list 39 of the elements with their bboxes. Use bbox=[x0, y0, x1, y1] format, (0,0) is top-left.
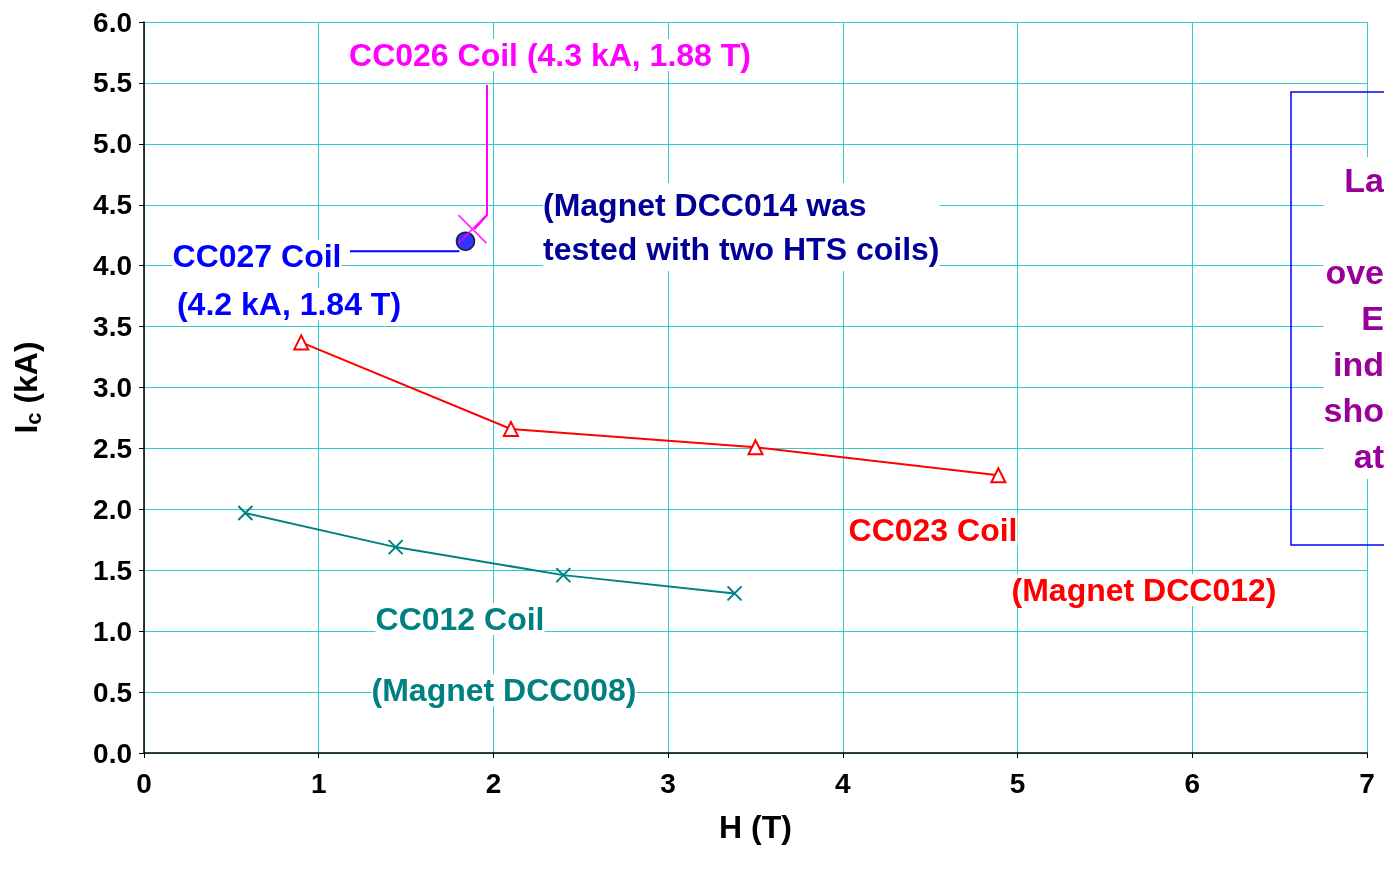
x-axis-title: H (T) bbox=[719, 809, 792, 845]
y-tick-label: 2.0 bbox=[93, 493, 132, 525]
y-axis-title: Ic (kA) bbox=[8, 341, 46, 434]
point bbox=[502, 420, 519, 437]
point bbox=[455, 231, 476, 252]
y-tick-label: 5.0 bbox=[93, 128, 132, 160]
y-tick-label: 1.5 bbox=[93, 554, 132, 586]
x-tick-label: 3 bbox=[660, 767, 676, 799]
y-tick-label: 4.0 bbox=[93, 250, 132, 282]
y-tick-label: 2.5 bbox=[93, 432, 132, 464]
point bbox=[457, 214, 488, 245]
y-tick-label: 3.5 bbox=[93, 311, 132, 343]
point bbox=[726, 585, 743, 602]
x-tick-label: 7 bbox=[1359, 767, 1375, 799]
x-tick-label: 1 bbox=[310, 767, 327, 799]
x-tick-label: 2 bbox=[485, 767, 502, 799]
point bbox=[387, 539, 404, 556]
y-tick-label: 4.5 bbox=[93, 189, 132, 221]
point bbox=[237, 504, 254, 521]
point bbox=[555, 567, 572, 584]
point bbox=[990, 467, 1007, 484]
series-label: CC027 Coil (4.2 kA, 1.84 T) bbox=[172, 238, 402, 322]
y-tick-label: 1.0 bbox=[93, 615, 132, 647]
y-tick-label: 0.5 bbox=[93, 676, 132, 708]
text: La ove E ind sho at bbox=[1323, 161, 1384, 475]
y-tick-label: 5.5 bbox=[93, 67, 132, 99]
x-tick-label: 5 bbox=[1009, 767, 1026, 799]
annotation: (Magnet DCC014 was tested with two HTS coils) bbox=[543, 187, 940, 267]
point bbox=[747, 439, 764, 456]
series-label: CC012 Coil (Magnet DCC008) bbox=[371, 601, 637, 708]
x-tick-label: 6 bbox=[1184, 767, 1201, 799]
series-label: CC023 Coil (Magnet DCC012) bbox=[848, 512, 1277, 608]
text: CC026 Coil (4.3 kA, 1.88 T) bbox=[349, 37, 751, 73]
y-tick-label: 3.0 bbox=[93, 372, 132, 403]
point bbox=[293, 334, 310, 351]
y-tick-label: 0.0 bbox=[93, 737, 132, 769]
x-tick-label: 4 bbox=[835, 767, 852, 799]
y-tick-label: 6.0 bbox=[93, 6, 132, 38]
x-tick-label: 0 bbox=[136, 767, 152, 799]
